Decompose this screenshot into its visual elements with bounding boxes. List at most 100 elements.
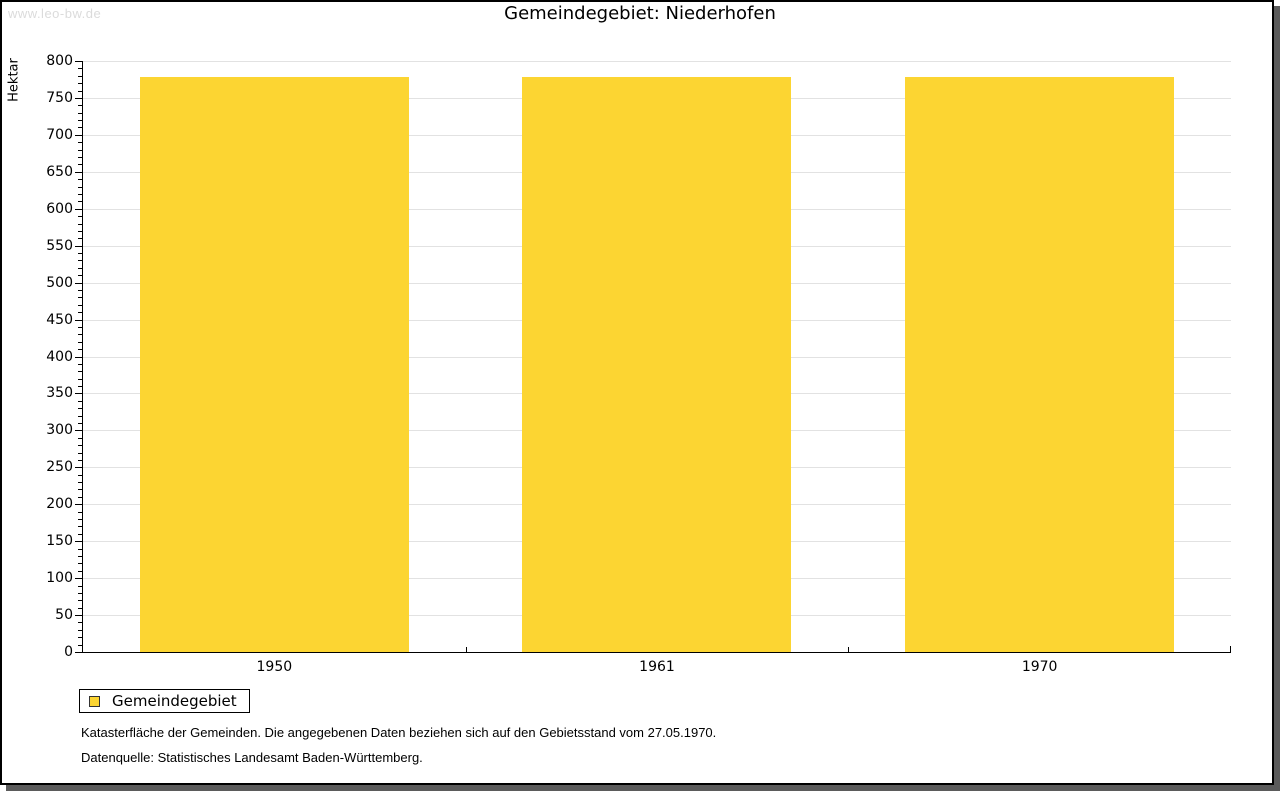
y-minor-tick <box>78 363 82 365</box>
y-minor-tick <box>78 230 82 232</box>
y-major-tick <box>75 97 82 99</box>
y-minor-tick <box>78 548 82 550</box>
y-tick-label: 300 <box>46 422 73 439</box>
y-minor-tick <box>78 112 82 114</box>
y-major-tick <box>75 245 82 247</box>
y-minor-tick <box>78 120 82 122</box>
y-minor-tick <box>78 201 82 203</box>
legend: Gemeindegebiet <box>79 689 250 713</box>
y-minor-tick <box>78 216 82 218</box>
y-tick-label: 100 <box>46 570 73 587</box>
y-tick-label: 50 <box>55 607 73 624</box>
y-minor-tick <box>78 452 82 454</box>
footnote-data-source: Datenquelle: Statistisches Landesamt Bad… <box>81 750 423 765</box>
y-minor-tick <box>78 371 82 373</box>
y-tick-label: 400 <box>46 348 73 365</box>
y-major-tick <box>75 504 82 506</box>
y-major-tick <box>75 393 82 395</box>
y-minor-tick <box>78 186 82 188</box>
y-minor-tick <box>78 312 82 314</box>
y-minor-tick <box>78 533 82 535</box>
y-minor-tick <box>78 570 82 572</box>
y-minor-tick <box>78 127 82 129</box>
y-major-tick <box>75 467 82 469</box>
y-tick-label: 450 <box>46 311 73 328</box>
x-tick-label: 1961 <box>639 659 675 675</box>
y-minor-tick <box>78 349 82 351</box>
y-minor-tick <box>78 408 82 410</box>
y-minor-tick <box>78 142 82 144</box>
y-tick-label: 650 <box>46 163 73 180</box>
y-tick-label: 350 <box>46 385 73 402</box>
y-minor-tick <box>78 474 82 476</box>
legend-swatch-icon <box>89 695 100 707</box>
y-minor-tick <box>78 238 82 240</box>
y-major-tick <box>75 208 82 210</box>
y-minor-tick <box>78 83 82 85</box>
y-major-tick <box>75 134 82 136</box>
y-minor-tick <box>78 422 82 424</box>
y-major-tick <box>75 578 82 580</box>
y-major-tick <box>75 541 82 543</box>
legend-label: Gemeindegebiet <box>112 692 237 710</box>
y-minor-tick <box>78 149 82 151</box>
y-minor-tick <box>78 511 82 513</box>
x-tick-label: 1970 <box>1021 659 1058 675</box>
y-minor-tick <box>78 341 82 343</box>
y-minor-tick <box>78 193 82 195</box>
y-minor-tick <box>78 164 82 166</box>
y-minor-tick <box>78 592 82 594</box>
y-minor-tick <box>78 334 82 336</box>
y-minor-tick <box>78 223 82 225</box>
y-minor-tick <box>78 386 82 388</box>
y-minor-tick <box>78 563 82 565</box>
y-minor-tick <box>78 157 82 159</box>
y-tick-label: 700 <box>46 126 73 143</box>
y-minor-tick <box>78 496 82 498</box>
y-minor-tick <box>78 290 82 291</box>
y-minor-tick <box>78 445 82 447</box>
y-major-tick <box>75 319 82 321</box>
y-minor-tick <box>78 68 82 70</box>
y-minor-tick <box>78 519 82 521</box>
y-major-tick <box>75 356 82 358</box>
y-minor-tick <box>78 415 82 417</box>
footnote-source-note: Katasterfläche der Gemeinden. Die angege… <box>81 725 717 740</box>
y-minor-tick <box>78 400 82 402</box>
y-minor-tick <box>78 304 82 306</box>
y-major-tick <box>75 430 82 432</box>
y-minor-tick <box>78 637 82 639</box>
y-tick-label: 500 <box>46 274 73 291</box>
y-minor-tick <box>78 585 82 587</box>
y-minor-tick <box>78 378 82 380</box>
y-minor-tick <box>78 644 82 646</box>
y-minor-tick <box>78 253 82 255</box>
y-minor-tick <box>78 179 82 181</box>
x-boundary-tick <box>465 647 467 652</box>
y-minor-tick <box>78 260 82 262</box>
frame-shadow-bottom <box>6 785 1280 791</box>
y-minor-tick <box>78 326 82 328</box>
y-tick-label: 150 <box>46 533 73 550</box>
x-boundary-tick <box>848 647 850 652</box>
y-minor-tick <box>78 489 82 491</box>
y-minor-tick <box>78 275 82 277</box>
watermark-text: www.leo-bw.de <box>8 6 102 21</box>
y-tick-label: 600 <box>46 200 73 217</box>
y-minor-tick <box>78 482 82 484</box>
y-minor-tick <box>78 297 82 299</box>
bar-1961 <box>522 76 792 652</box>
y-tick-label: 200 <box>46 496 73 513</box>
y-tick-label: 800 <box>46 53 73 69</box>
y-minor-tick <box>78 629 82 631</box>
y-minor-tick <box>78 526 82 528</box>
y-minor-tick <box>78 105 82 107</box>
y-minor-tick <box>78 437 82 439</box>
y-tick-label: 0 <box>64 644 73 660</box>
y-major-tick <box>75 652 82 653</box>
bar-1970 <box>905 76 1175 652</box>
chart-title: Gemeindegebiet: Niederhofen <box>504 3 776 24</box>
y-major-tick <box>75 282 82 284</box>
y-major-tick <box>75 171 82 173</box>
frame-shadow-right <box>1274 6 1280 785</box>
